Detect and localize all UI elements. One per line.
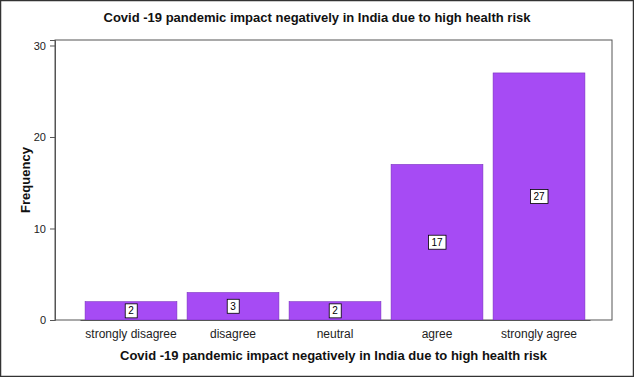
data-label-box	[428, 235, 446, 249]
y-tick-mark	[50, 320, 55, 321]
chart: 0 10 20 30 strongly disagree disagree neutral a…	[0, 0, 634, 377]
y-tick-label: 0	[40, 314, 46, 326]
y-tick-mark	[50, 45, 55, 46]
data-labels: 2 3 2 17 27	[125, 189, 548, 317]
x-axis-line	[81, 320, 591, 321]
y-tick-label: 10	[34, 223, 46, 235]
bar	[187, 293, 279, 320]
x-axis-title: Covid -19 pandemic impact negatively in …	[120, 348, 548, 363]
frame	[1, 1, 634, 377]
data-label: 2	[128, 305, 134, 316]
bar	[391, 164, 483, 320]
data-label: 27	[533, 191, 545, 202]
plot-frame	[55, 40, 612, 320]
x-tick: strongly agree	[501, 327, 577, 341]
y-tick: 0	[40, 314, 55, 326]
y-tick-mark	[50, 228, 55, 229]
y-tick: 10	[34, 223, 55, 235]
x-tick-label: strongly disagree	[85, 327, 177, 341]
y-tick: 20	[34, 131, 55, 143]
y-axis-line	[50, 41, 56, 321]
x-tick: disagree	[210, 327, 256, 341]
bar	[289, 302, 381, 320]
x-tick-label: agree	[422, 327, 453, 341]
data-label-box	[329, 304, 341, 318]
x-tick-label: neutral	[317, 327, 354, 341]
data-label: 3	[230, 301, 236, 312]
data-label-box	[227, 299, 239, 313]
x-tick: agree	[422, 327, 453, 341]
data-label-box	[125, 304, 137, 318]
bar	[85, 302, 177, 320]
y-tick-label: 30	[34, 40, 46, 52]
x-axis: strongly disagree disagree neutral agree str…	[81, 321, 591, 341]
x-tick: neutral	[317, 327, 354, 341]
data-label: 2	[332, 305, 338, 316]
x-tick-label: disagree	[210, 327, 256, 341]
y-axis-title: Frequency	[18, 146, 33, 213]
bars	[85, 73, 585, 320]
y-axis: 0 10 20 30	[34, 40, 56, 327]
title: Covid -19 pandemic impact negatively in …	[104, 10, 532, 25]
data-label-box	[530, 189, 548, 203]
x-tick: strongly disagree	[85, 327, 177, 341]
y-tick-mark	[50, 137, 55, 138]
x-tick-label: strongly agree	[501, 327, 577, 341]
bar	[493, 73, 585, 320]
data-label: 17	[431, 237, 443, 248]
y-tick-label: 20	[34, 131, 46, 143]
y-tick: 30	[34, 40, 55, 52]
